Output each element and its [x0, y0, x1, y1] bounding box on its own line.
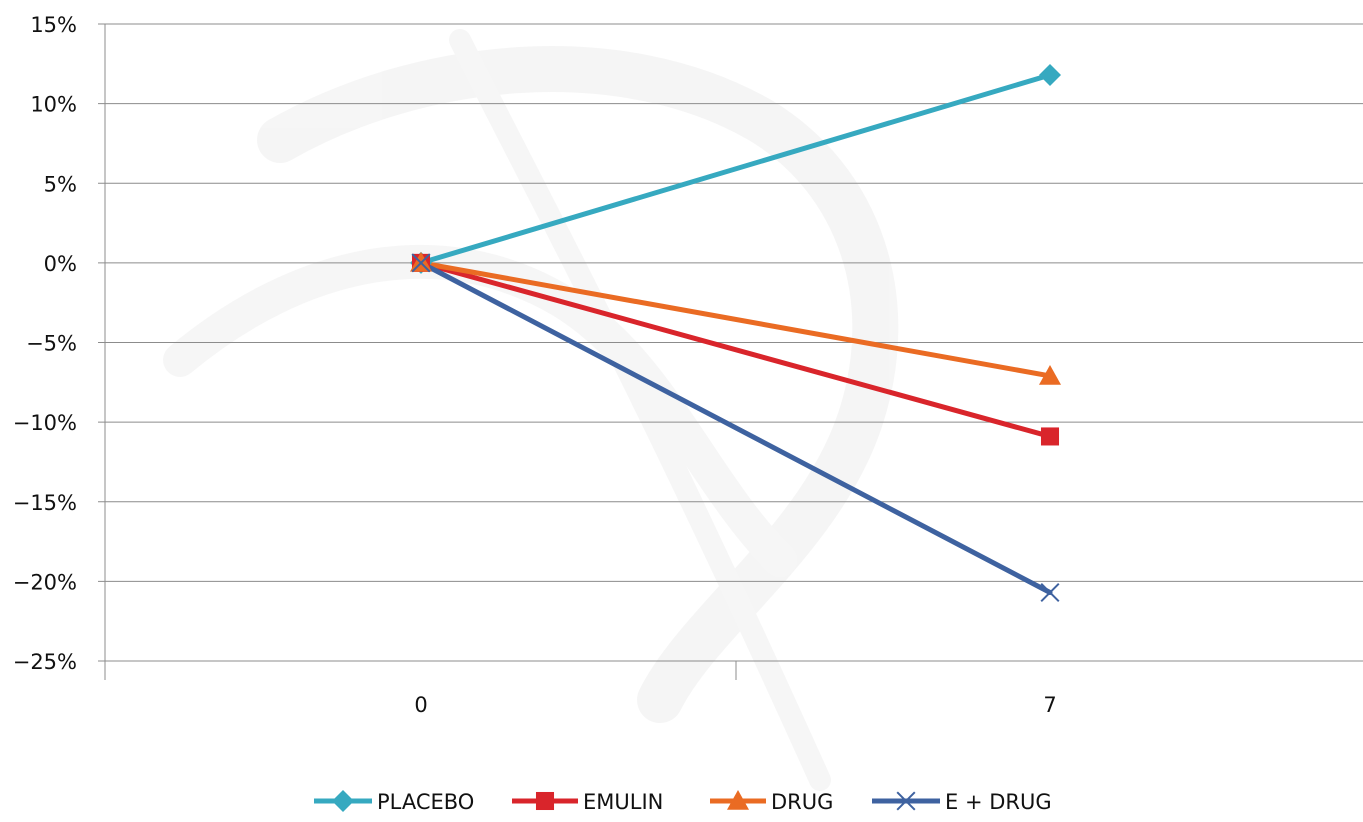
y-tick-label: 10% — [30, 93, 77, 117]
legend-item: DRUG — [710, 790, 833, 814]
legend-label: PLACEBO — [377, 790, 474, 814]
legend: PLACEBO EMULIN DRUG E + DRUG — [314, 790, 1052, 814]
legend-marker — [727, 790, 749, 810]
x-tick-label: 0 — [414, 693, 427, 717]
legend-label: E + DRUG — [945, 790, 1052, 814]
legend-marker — [896, 791, 916, 811]
legend-marker — [535, 791, 555, 811]
legend-marker — [332, 790, 354, 812]
gridlines — [105, 23, 1363, 662]
x-tick-label: 7 — [1043, 693, 1056, 717]
y-tick-label: 0% — [44, 252, 77, 276]
background-watermark — [163, 29, 899, 791]
y-tick-label: −5% — [26, 332, 77, 356]
legend-label: DRUG — [771, 790, 833, 814]
marker-stroke — [1040, 583, 1060, 603]
y-tick-label: −20% — [13, 570, 77, 594]
axes: 15% 10% 5% 0% −5% −10% −15% −20% −25% 0 7 — [13, 13, 1057, 717]
data-point — [1040, 427, 1060, 446]
series-drug — [418, 260, 1053, 379]
marker-stroke — [896, 791, 916, 811]
y-tick-label: −15% — [13, 491, 77, 515]
data-point — [1040, 583, 1060, 603]
y-tick-label: −25% — [13, 650, 77, 674]
y-tick-label: 5% — [44, 172, 77, 196]
series-group — [410, 63, 1061, 603]
series-line — [418, 260, 1053, 379]
data-point — [411, 253, 431, 273]
legend-label: EMULIN — [583, 790, 663, 814]
marker-stroke — [411, 253, 431, 273]
series-line — [418, 260, 1053, 439]
y-tick-label: 15% — [30, 13, 77, 37]
y-tick-label: −10% — [13, 411, 77, 435]
data-point — [1039, 63, 1061, 86]
legend-item: E + DRUG — [872, 790, 1052, 814]
series-placebo — [418, 72, 1053, 266]
legend-item: EMULIN — [512, 790, 663, 814]
series-emulin — [418, 260, 1053, 439]
series-line — [418, 72, 1053, 266]
markers-e-drug — [411, 253, 1060, 603]
series-line — [418, 260, 1053, 596]
data-point — [1039, 364, 1061, 385]
series-e-drug — [418, 260, 1053, 596]
legend-item: PLACEBO — [314, 790, 474, 814]
